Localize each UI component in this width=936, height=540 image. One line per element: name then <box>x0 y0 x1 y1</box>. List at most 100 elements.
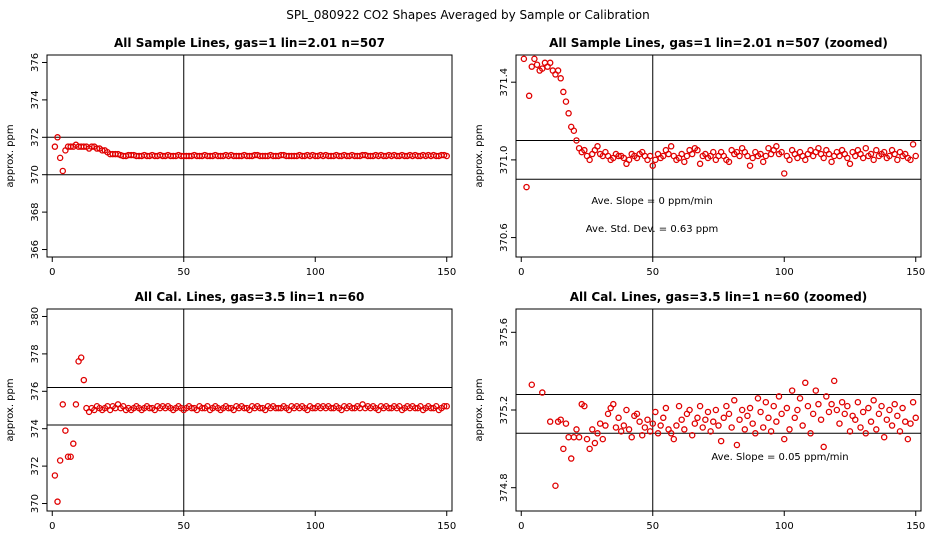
data-point <box>762 152 770 160</box>
data-point <box>796 395 804 402</box>
y-axis-label: approx. ppm <box>5 124 16 187</box>
data-point <box>828 158 835 166</box>
y-tick-label: 376 <box>30 382 41 401</box>
data-point <box>825 408 833 416</box>
data-point <box>620 154 628 162</box>
data-point <box>591 439 599 447</box>
data-point <box>891 400 898 408</box>
x-tick-label: 50 <box>646 267 659 278</box>
data-point <box>696 160 704 168</box>
data-point <box>759 158 767 166</box>
data-point <box>80 376 88 384</box>
data-point <box>98 147 106 154</box>
data-point <box>891 150 898 158</box>
data-point <box>815 400 822 408</box>
data-point <box>644 416 651 423</box>
data-point <box>894 412 901 420</box>
data-point <box>901 418 909 425</box>
data-point <box>780 435 788 443</box>
data-point <box>557 75 564 82</box>
data-point <box>694 414 701 422</box>
data-point <box>717 437 725 445</box>
data-point <box>867 150 875 158</box>
data-point <box>539 65 546 72</box>
x-tick-label: 100 <box>306 267 325 278</box>
data-point <box>883 416 891 423</box>
data-point <box>720 414 728 422</box>
y-tick-label: 380 <box>30 307 41 326</box>
data-point <box>625 426 633 433</box>
data-point <box>749 154 756 162</box>
data-point <box>757 408 764 416</box>
data-point <box>857 424 864 431</box>
y-tick-label: 374 <box>30 419 41 438</box>
data-point <box>909 141 917 148</box>
data-point <box>731 397 738 404</box>
data-point <box>665 150 672 158</box>
data-point <box>562 420 570 427</box>
data-point <box>678 416 685 423</box>
data-point <box>615 152 622 160</box>
data-point <box>411 404 419 412</box>
data-point <box>652 408 659 416</box>
data-point <box>759 424 767 431</box>
data-point <box>699 424 706 431</box>
data-point <box>599 435 607 443</box>
data-point <box>694 146 701 154</box>
data-point <box>846 428 854 435</box>
data-point <box>894 156 901 164</box>
panels: All Sample Lines, gas=1 lin=2.01 n=507 0 5… <box>5 36 925 532</box>
x-tick-label: 100 <box>775 267 794 278</box>
data-point <box>667 430 675 437</box>
data-point <box>440 403 448 410</box>
data-point <box>573 137 580 144</box>
data-point <box>641 424 649 431</box>
data-point <box>725 410 733 418</box>
data-point <box>546 418 554 425</box>
data-point <box>725 158 733 166</box>
y-tick-label: 370.6 <box>499 223 510 252</box>
data-point <box>688 431 696 439</box>
data-point <box>51 143 59 150</box>
y-tick-label: 372 <box>30 128 41 147</box>
data-point <box>728 424 735 431</box>
data-point <box>867 418 875 425</box>
x-tick-label: 50 <box>177 267 190 278</box>
data-point <box>636 418 643 425</box>
data-point <box>683 152 691 160</box>
x-tick-label: 50 <box>177 521 190 532</box>
data-point <box>602 422 609 429</box>
y-axis-label: approx. ppm <box>5 378 16 441</box>
data-point <box>594 430 601 437</box>
data-point <box>841 410 848 418</box>
data-point <box>570 433 578 441</box>
data-point <box>662 404 670 412</box>
y-axis-label: approx. ppm <box>474 124 485 187</box>
x-tick-label: 150 <box>437 521 456 532</box>
data-point <box>744 152 751 160</box>
data-point <box>670 435 678 443</box>
data-point <box>59 167 67 175</box>
series-points <box>51 354 450 505</box>
data-point <box>854 398 862 406</box>
data-point <box>348 404 356 412</box>
x-tick-label: 0 <box>518 267 524 278</box>
data-point <box>581 146 588 154</box>
data-point <box>443 403 450 410</box>
data-point <box>654 430 662 437</box>
data-point <box>586 445 593 453</box>
data-point <box>620 422 628 429</box>
data-point <box>589 426 596 433</box>
data-point <box>723 402 730 410</box>
data-point <box>836 152 843 160</box>
data-point <box>809 410 817 418</box>
data-point <box>880 433 888 441</box>
data-point <box>741 426 749 433</box>
data-point <box>623 406 630 414</box>
data-point <box>660 152 667 160</box>
y-tick-label: 370 <box>30 165 41 184</box>
data-point <box>757 150 764 158</box>
data-point <box>852 152 859 160</box>
data-point <box>146 404 153 412</box>
data-point <box>836 420 843 427</box>
